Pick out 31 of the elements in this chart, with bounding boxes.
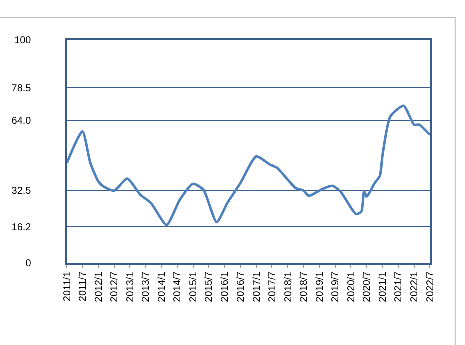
x-tick-label: 2011/1 bbox=[62, 271, 74, 302]
x-tick-label: 2022/7 bbox=[425, 271, 436, 302]
x-tick-label: 2017/7 bbox=[267, 271, 278, 302]
x-tick-label: 2014/7 bbox=[172, 271, 184, 302]
x-tick-label: 2012/7 bbox=[110, 271, 121, 302]
x-tick-label: 2018/1 bbox=[283, 271, 294, 302]
line-series bbox=[67, 104, 430, 226]
x-tick-label: 2021/1 bbox=[378, 271, 390, 302]
x-tick-label: 2022/1 bbox=[410, 271, 421, 302]
x-tick-label: 2021/7 bbox=[394, 271, 405, 302]
x-tick-label: 2016/7 bbox=[236, 271, 247, 302]
x-tick-label: 2015/1 bbox=[188, 271, 200, 302]
x-tick-label: 2020/1 bbox=[346, 271, 358, 302]
y-tick-label: 0 bbox=[26, 258, 32, 270]
x-tick-label: 2015/7 bbox=[204, 271, 216, 302]
x-tick-label: 2014/1 bbox=[157, 271, 168, 302]
x-tick-label: 2011/7 bbox=[78, 271, 89, 302]
x-tick-label: 2019/1 bbox=[314, 271, 326, 302]
x-tick-label: 2020/7 bbox=[362, 271, 374, 302]
x-tick-label: 2019/7 bbox=[330, 271, 342, 302]
y-tick-label: 100 bbox=[14, 36, 32, 46]
y-tick-label: 64.0 bbox=[12, 116, 32, 127]
y-tick-label: 32.5 bbox=[12, 186, 32, 198]
x-tick-label: 2017/1 bbox=[252, 271, 263, 302]
y-tick-label: 16.2 bbox=[12, 222, 32, 234]
y-tick-label: 78.5 bbox=[12, 83, 32, 94]
x-tick-label: 2013/1 bbox=[125, 271, 136, 302]
x-tick-label: 2013/7 bbox=[141, 271, 152, 302]
x-tick-label: 2016/1 bbox=[220, 271, 232, 302]
x-tick-label: 2012/1 bbox=[94, 271, 105, 302]
x-tick-label: 2018/7 bbox=[298, 271, 310, 302]
